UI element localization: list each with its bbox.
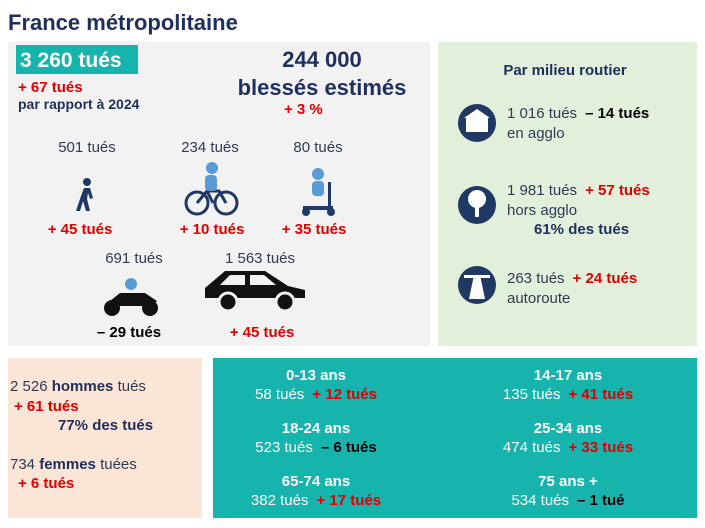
road-title: Par milieu routier xyxy=(503,62,627,79)
road-icons xyxy=(458,104,496,304)
age-label: 14-17 ans xyxy=(534,367,602,384)
gender-line: 734 femmes tuées xyxy=(10,456,137,473)
mode-killed: 501 tués xyxy=(58,139,116,156)
comparison: par rapport à 2024 xyxy=(18,96,140,112)
age-killed: 382 tués xyxy=(251,492,309,509)
road-line: 1 016 tués – 14 tués xyxy=(507,105,649,122)
gender-label: hommes xyxy=(52,378,114,395)
road-change: + 57 tués xyxy=(585,182,650,199)
mode-change: + 45 tués xyxy=(48,221,113,238)
mode-change: + 35 tués xyxy=(282,221,347,238)
mode-killed: 1 563 tués xyxy=(225,250,295,267)
age-killed: 135 tués xyxy=(503,386,561,403)
gender-suffix: tués xyxy=(118,378,146,395)
pedestrian-icon xyxy=(76,178,93,211)
age-line: 534 tués – 1 tué xyxy=(511,492,624,509)
mode-change: + 10 tués xyxy=(180,221,245,238)
mode-killed: 80 tués xyxy=(293,139,342,156)
road-share: 61% des tués xyxy=(534,221,629,238)
age-change: – 6 tués xyxy=(321,439,377,456)
mode-change: + 45 tués xyxy=(230,324,295,341)
age-killed: 523 tués xyxy=(255,439,313,456)
age-line: 382 tués + 17 tués xyxy=(251,492,381,509)
injured: 244 000 xyxy=(282,47,362,72)
gender-line: 2 526 hommes tués xyxy=(10,378,146,395)
age-killed: 474 tués xyxy=(503,439,561,456)
road-change: – 14 tués xyxy=(585,105,649,122)
age-change: + 33 tués xyxy=(568,439,633,456)
road-label: en agglo xyxy=(507,125,565,142)
road-killed: 1 016 tués xyxy=(507,105,577,122)
age-label: 0-13 ans xyxy=(286,367,346,384)
car-icon xyxy=(205,271,305,313)
moto-icon xyxy=(104,278,158,316)
age-label: 65-74 ans xyxy=(282,473,350,490)
total-killed: 3 260 tués xyxy=(20,49,122,72)
gender-suffix: tuées xyxy=(100,456,137,473)
cyclist xyxy=(205,162,218,191)
road-change: + 24 tués xyxy=(573,270,638,287)
road-label: hors agglo xyxy=(507,202,577,219)
age-label: 75 ans + xyxy=(538,473,598,490)
highlight xyxy=(16,45,138,74)
gender-change: + 61 tués xyxy=(14,398,79,415)
scooter-icon xyxy=(302,168,335,216)
age-groups: 0-13 ans 58 tués + 12 tués 14-17 ans 135 tué… xyxy=(251,367,633,509)
age-line: 58 tués + 12 tués xyxy=(255,386,377,403)
road-label: autoroute xyxy=(507,290,570,307)
mode-killed: 234 tués xyxy=(181,139,239,156)
age-label: 25-34 ans xyxy=(534,420,602,437)
mode-killed: 691 tués xyxy=(105,250,163,267)
age-killed: 534 tués xyxy=(511,492,569,509)
age-change: + 12 tués xyxy=(312,386,377,403)
gender-count: 734 xyxy=(10,456,35,473)
gender-share: 77% des tués xyxy=(58,417,153,434)
gender-label: femmes xyxy=(39,456,96,473)
mode-labels: 501 tués + 45 tués 234 tués + 10 tués 80… xyxy=(48,139,347,341)
road-line: 1 981 tués + 57 tués xyxy=(507,182,650,199)
age-killed: 58 tués xyxy=(255,386,304,403)
age-change: + 41 tués xyxy=(568,386,633,403)
injured-change: + 3 % xyxy=(284,101,323,118)
age-line: 523 tués – 6 tués xyxy=(255,439,376,456)
injured-label: blessés estimés xyxy=(238,75,407,100)
age-change: – 1 tué xyxy=(577,492,625,509)
gender-panel xyxy=(8,358,202,518)
road-killed: 263 tués xyxy=(507,270,565,287)
age-panel xyxy=(213,358,697,518)
road-line: 263 tués + 24 tués xyxy=(507,270,637,287)
title: France métropolitaine xyxy=(8,10,238,35)
age-label: 18-24 ans xyxy=(282,420,350,437)
mode-change: – 29 tués xyxy=(97,324,161,341)
age-change: + 17 tués xyxy=(316,492,381,509)
mode-icons xyxy=(76,162,335,316)
age-line: 135 tués + 41 tués xyxy=(503,386,633,403)
gender-change: + 6 tués xyxy=(18,475,74,492)
killed-change: + 67 tués xyxy=(18,79,83,96)
gender-count: 2 526 xyxy=(10,378,48,395)
age-line: 474 tués + 33 tués xyxy=(503,439,633,456)
road-killed: 1 981 tués xyxy=(507,182,577,199)
